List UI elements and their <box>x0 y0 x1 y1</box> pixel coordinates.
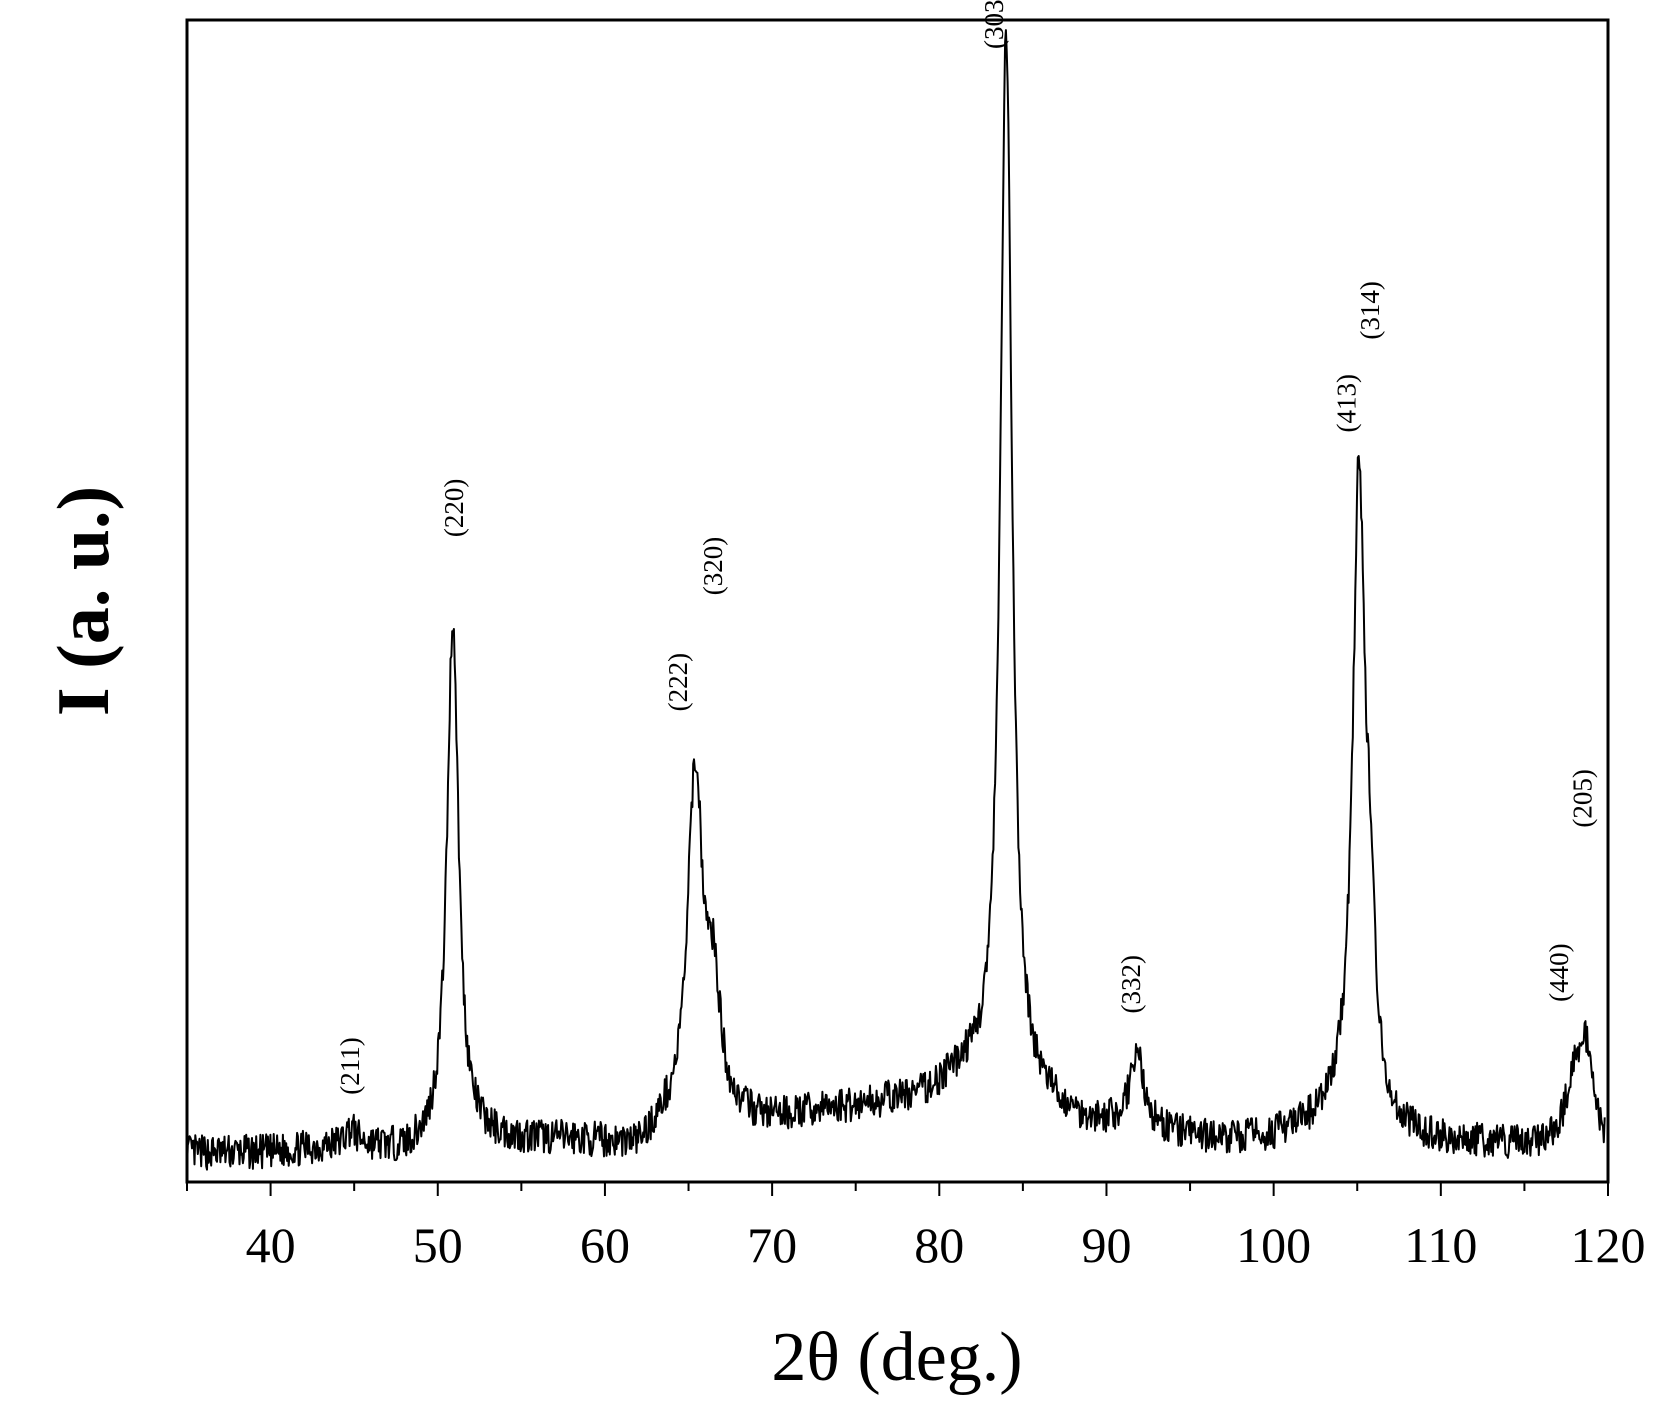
x-tick-label: 120 <box>1571 1217 1646 1273</box>
peak-label: (320) <box>698 537 728 595</box>
peak-label: (314) <box>1355 281 1385 339</box>
peak-labels: (211) (220) (222) (320) (303) (332) (413) (314)… <box>335 0 1597 1095</box>
x-tick-label: 100 <box>1236 1217 1311 1273</box>
peak-label: (440) <box>1544 943 1574 1001</box>
peak-label: (413) <box>1332 374 1362 432</box>
peak-label: (211) <box>335 1037 365 1094</box>
peak-label: (222) <box>663 653 693 711</box>
x-tick-label: 110 <box>1404 1217 1477 1273</box>
x-tick-label: 60 <box>580 1217 630 1273</box>
x-tick-label: 70 <box>747 1217 797 1273</box>
xrd-pattern-line <box>186 29 1606 1171</box>
x-axis-ticks <box>186 1182 1609 1196</box>
x-axis-title: 2θ (deg.) <box>771 1319 1022 1396</box>
x-tick-label: 50 <box>413 1217 463 1273</box>
x-tick-label: 80 <box>914 1217 964 1273</box>
peak-label: (303) <box>979 0 1009 49</box>
peak-label: (332) <box>1116 955 1146 1013</box>
plot-frame <box>185 18 1610 1184</box>
peak-label: (220) <box>439 479 469 537</box>
x-axis-tick-labels: 40 50 60 70 80 90 100 110 120 <box>246 1217 1646 1273</box>
y-axis-title: I (a. u.) <box>43 486 125 716</box>
x-tick-label: 40 <box>246 1217 296 1273</box>
peak-label: (205) <box>1567 769 1597 827</box>
x-tick-label: 90 <box>1081 1217 1131 1273</box>
